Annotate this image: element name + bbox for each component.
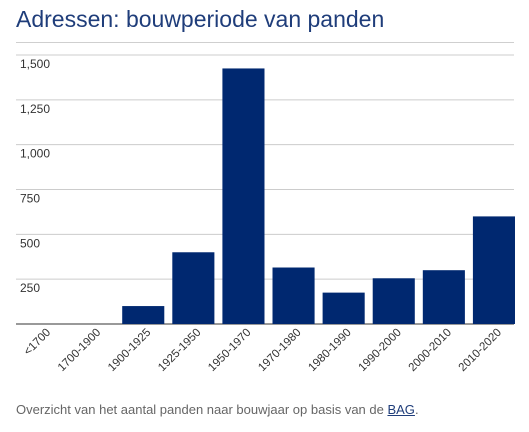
y-tick-label: 1,000 [20, 147, 50, 161]
chart-title: Adressen: bouwperiode van panden [16, 6, 385, 32]
bar [122, 306, 165, 324]
x-tick-labels: <1700 1700-1900 1900-1925 1925-1950 1950-197… [22, 327, 504, 374]
y-tick-label: 500 [20, 236, 40, 250]
y-tick-label: 1,500 [20, 57, 50, 71]
x-tick-label: 1980-1990 [306, 327, 353, 374]
x-tick-label: <1700 [22, 327, 53, 358]
bars [122, 68, 515, 324]
bar [322, 292, 365, 324]
bar [472, 216, 515, 324]
bar [172, 252, 215, 324]
y-tick-label: 1,250 [20, 102, 50, 116]
x-tick-label: 1950-1970 [206, 327, 253, 374]
x-tick-label: 1700-1900 [56, 327, 103, 374]
caption-end: . [414, 402, 419, 417]
y-tick-label: 250 [20, 281, 40, 295]
caption-text: Overzicht van het aantal panden naar bou… [16, 402, 388, 417]
y-tick-label: 750 [20, 192, 40, 206]
x-tick-label: 2000-2010 [407, 327, 454, 374]
title-divider [16, 42, 514, 43]
bar [372, 278, 415, 324]
bar [272, 267, 315, 324]
x-tick-label: 1970-1980 [256, 327, 303, 374]
y-tick-labels: 250 500 750 1,000 1,250 1,500 [20, 57, 50, 295]
bar [222, 68, 265, 324]
x-tick-label: 2010-2020 [457, 327, 504, 374]
x-tick-label: 1990-2000 [356, 327, 403, 374]
x-tick-label: 1925-1950 [156, 327, 203, 374]
chart-caption: Overzicht van het aantal panden naar bou… [16, 402, 419, 417]
bag-link[interactable]: BAG [387, 402, 415, 417]
bar [422, 270, 465, 324]
x-tick-label: 1900-1925 [106, 327, 153, 374]
